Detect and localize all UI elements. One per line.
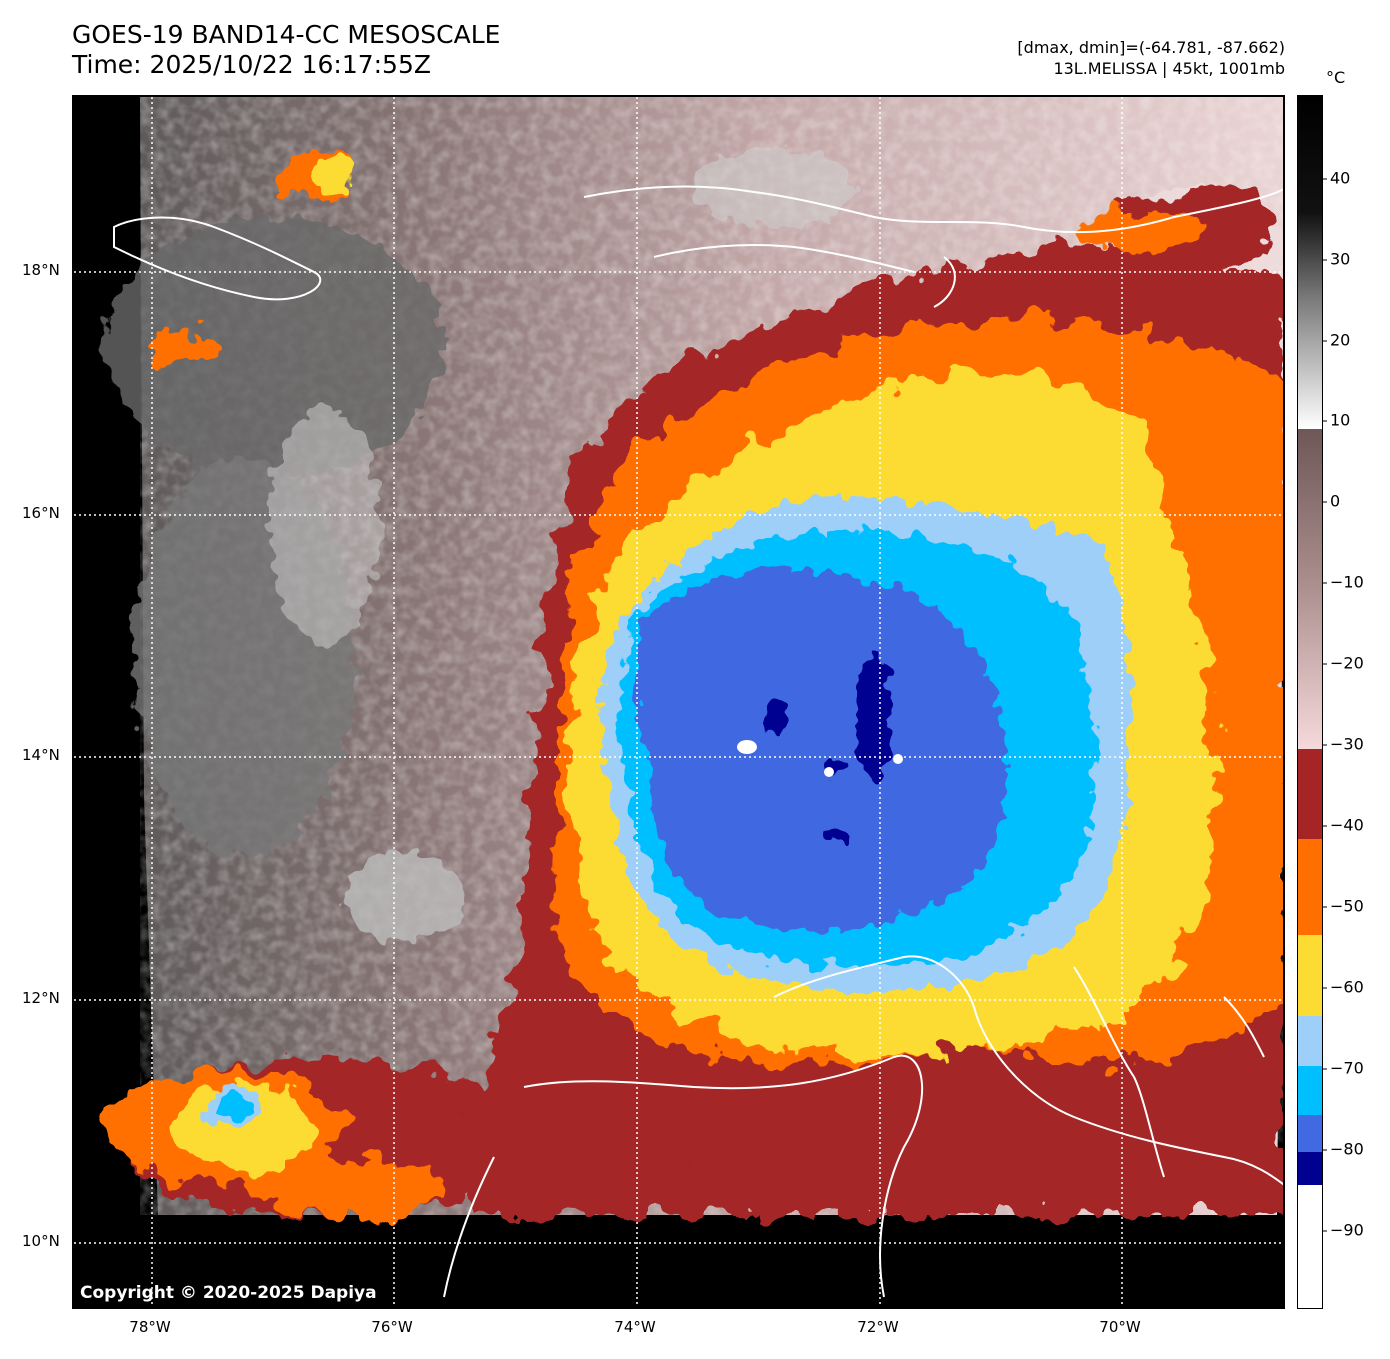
colorbar-tick-minus20: −20 — [1322, 653, 1364, 673]
colorbar-tick-10: 10 — [1321, 410, 1351, 430]
storm-name-intensity: 13L.MELISSA | 45kt, 1001mb — [1053, 59, 1285, 78]
coastlines — [113, 185, 1283, 1298]
chart-title: GOES-19 BAND14-CC MESOSCALE Time: 2025/1… — [72, 20, 500, 80]
lon-label-72w: 72°W — [857, 1318, 899, 1336]
colorbar-tick-minus10: −10 — [1322, 572, 1364, 592]
colorbar-unit: °C — [1326, 68, 1346, 87]
lat-label-16n: 16°N — [22, 504, 60, 522]
lon-label-78w: 78°W — [129, 1318, 171, 1336]
colorbar-segment-60 — [1298, 935, 1322, 1016]
colorbar-tick-minus90: −90 — [1322, 1220, 1364, 1240]
colorbar-tick-minus70: −70 — [1322, 1058, 1364, 1078]
colorbar-segment-90 — [1298, 1185, 1322, 1308]
colorbar-tick-minus50: −50 — [1322, 896, 1364, 916]
colorbar-tick-minus40: −40 — [1322, 815, 1364, 835]
dmax-dmin-readout: [dmax, dmin]=(-64.781, -87.662) — [1017, 38, 1285, 57]
lat-lon-grid — [74, 97, 1283, 1307]
title-time: Time: 2025/10/22 16:17:55Z — [72, 50, 431, 79]
lat-label-18n: 18°N — [22, 261, 60, 279]
colorbar-segment-50 — [1298, 839, 1322, 935]
colorbar-segment-80 — [1298, 1115, 1322, 1152]
lon-label-74w: 74°W — [614, 1318, 656, 1336]
colorbar — [1297, 95, 1323, 1309]
colorbar-segment-warm — [1298, 96, 1322, 429]
colorbar-tick-minus60: −60 — [1322, 977, 1364, 997]
colorbar-segment-70 — [1298, 1016, 1322, 1066]
colorbar-tick-30: 30 — [1321, 249, 1351, 269]
colorbar-tick-20: 20 — [1321, 330, 1351, 350]
lat-label-12n: 12°N — [22, 989, 60, 1007]
lon-label-70w: 70°W — [1099, 1318, 1141, 1336]
colorbar-tick-40: 40 — [1321, 168, 1351, 188]
title-product: GOES-19 BAND14-CC MESOSCALE — [72, 20, 501, 49]
ir-imagery — [74, 97, 1283, 1307]
low-cloud-streaks — [104, 147, 1283, 942]
lat-label-10n: 10°N — [22, 1232, 60, 1250]
colorbar-tick-minus30: −30 — [1322, 734, 1364, 754]
lat-label-14n: 14°N — [22, 746, 60, 764]
colorbar-scale — [1298, 96, 1322, 1308]
satellite-map: Copyright © 2020-2025 Dapiya — [72, 95, 1285, 1309]
colorbar-tick-0: 0 — [1321, 491, 1341, 511]
cloud-top-band-80 — [635, 570, 1006, 931]
colorbar-segment-40 — [1298, 749, 1322, 839]
colorbar-segment-mid — [1298, 429, 1322, 749]
lon-label-76w: 76°W — [371, 1318, 413, 1336]
colorbar-segment-75 — [1298, 1066, 1322, 1115]
cloud-top-band-85 — [764, 652, 892, 845]
storm-info: [dmax, dmin]=(-64.781, -87.662) 13L.MELI… — [1017, 37, 1285, 79]
colorbar-segment-85 — [1298, 1152, 1322, 1185]
copyright-notice: Copyright © 2020-2025 Dapiya — [80, 1283, 377, 1303]
colorbar-tick-minus80: −80 — [1322, 1139, 1364, 1159]
